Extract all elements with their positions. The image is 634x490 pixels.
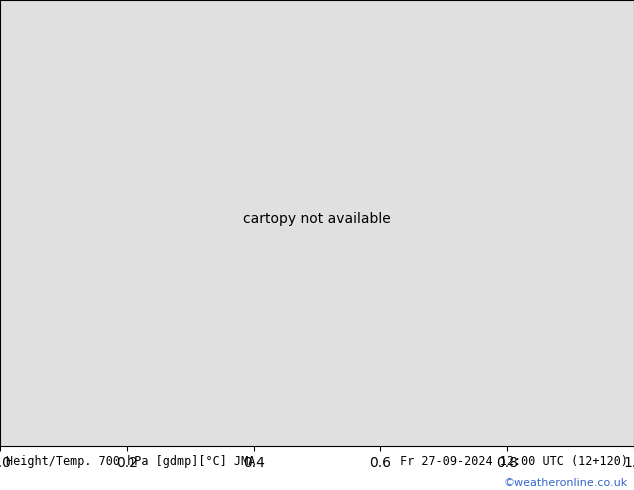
Text: cartopy not available: cartopy not available [243, 212, 391, 226]
Text: Fr 27-09-2024 12:00 UTC (12+120): Fr 27-09-2024 12:00 UTC (12+120) [399, 455, 628, 468]
Text: ©weatheronline.co.uk: ©weatheronline.co.uk [503, 478, 628, 489]
Text: Height/Temp. 700 hPa [gdmp][°C] JMA: Height/Temp. 700 hPa [gdmp][°C] JMA [6, 455, 256, 468]
